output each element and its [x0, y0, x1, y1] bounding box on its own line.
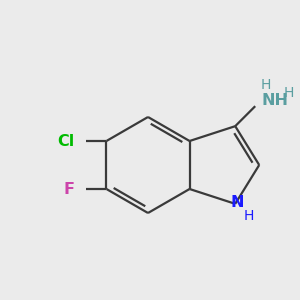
Text: H: H — [283, 86, 294, 100]
Text: H: H — [244, 209, 254, 223]
Text: N: N — [230, 195, 244, 210]
Text: F: F — [63, 182, 74, 196]
Text: Cl: Cl — [57, 134, 74, 148]
Text: H: H — [261, 78, 272, 92]
Text: NH: NH — [261, 93, 288, 108]
